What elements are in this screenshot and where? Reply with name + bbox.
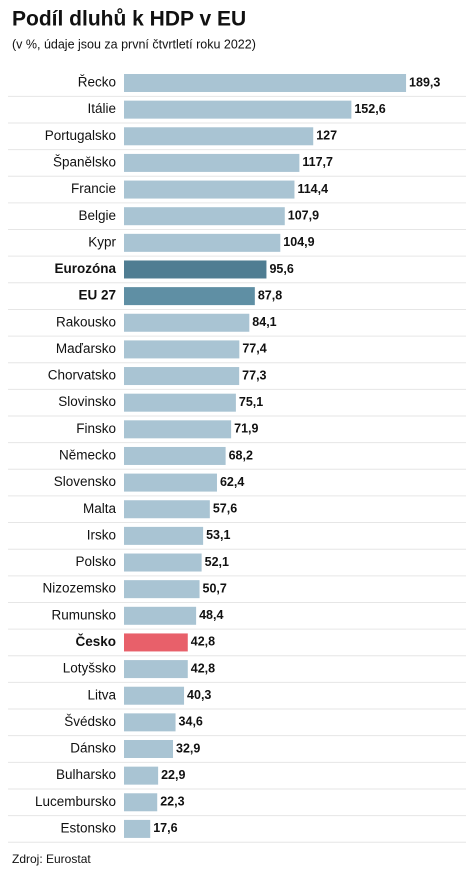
bar bbox=[124, 153, 300, 172]
category-label: Lucembursko bbox=[35, 794, 116, 809]
category-label: Malta bbox=[83, 501, 117, 516]
value-label: 48,4 bbox=[199, 608, 223, 622]
category-label: Česko bbox=[75, 634, 116, 649]
category-label: Rakousko bbox=[56, 314, 116, 329]
bar bbox=[124, 207, 285, 226]
value-label: 17,6 bbox=[153, 821, 177, 835]
bar bbox=[124, 660, 188, 679]
value-label: 71,9 bbox=[234, 422, 258, 436]
source: Zdroj: Eurostat bbox=[12, 852, 91, 866]
value-label: 34,6 bbox=[179, 715, 203, 729]
bar bbox=[124, 100, 352, 119]
category-label: Dánsko bbox=[70, 741, 116, 756]
value-label: 42,8 bbox=[191, 661, 215, 675]
value-label: 77,3 bbox=[242, 368, 266, 382]
bar bbox=[124, 340, 240, 359]
value-label: 107,9 bbox=[288, 208, 319, 222]
category-label: Maďarsko bbox=[56, 341, 116, 356]
bar bbox=[124, 260, 267, 279]
value-label: 62,4 bbox=[220, 475, 244, 489]
value-label: 87,8 bbox=[258, 288, 282, 302]
bar bbox=[124, 74, 407, 92]
value-label: 68,2 bbox=[229, 448, 253, 462]
category-label: Polsko bbox=[75, 554, 116, 569]
value-label: 152,6 bbox=[354, 102, 385, 116]
bar bbox=[124, 633, 188, 652]
category-label: Řecko bbox=[78, 75, 116, 90]
category-label: Irsko bbox=[87, 527, 116, 542]
category-label: Slovensko bbox=[54, 474, 116, 489]
bar bbox=[124, 500, 210, 519]
bar bbox=[124, 313, 250, 332]
category-label: Eurozóna bbox=[54, 261, 116, 276]
category-label: Finsko bbox=[76, 421, 116, 436]
category-label: Itálie bbox=[87, 101, 116, 116]
bar bbox=[124, 580, 200, 599]
bar bbox=[124, 606, 197, 625]
category-label: Kypr bbox=[88, 234, 116, 249]
category-label: Španělsko bbox=[53, 154, 116, 169]
chart-title: Podíl dluhů k HDP v EU bbox=[12, 8, 246, 31]
bar bbox=[124, 420, 232, 439]
bar bbox=[124, 686, 185, 705]
category-label: Švédsko bbox=[64, 714, 116, 729]
value-label: 40,3 bbox=[187, 688, 211, 702]
bar bbox=[124, 553, 202, 572]
bar bbox=[124, 446, 226, 465]
value-label: 22,3 bbox=[160, 795, 184, 809]
bar bbox=[124, 793, 158, 812]
category-label: Bulharsko bbox=[56, 767, 116, 782]
value-label: 57,6 bbox=[213, 502, 237, 516]
value-label: 53,1 bbox=[206, 528, 230, 542]
category-label: Lotyšsko bbox=[63, 661, 116, 676]
value-label: 117,7 bbox=[302, 155, 333, 169]
category-label: Portugalsko bbox=[45, 128, 116, 143]
bar bbox=[124, 473, 217, 492]
bar bbox=[124, 393, 236, 412]
bar bbox=[124, 287, 255, 306]
value-label: 32,9 bbox=[176, 741, 200, 755]
bar bbox=[124, 819, 151, 838]
category-label: Německo bbox=[59, 448, 116, 463]
category-label: Nizozemsko bbox=[42, 581, 116, 596]
category-label: Chorvatsko bbox=[48, 368, 116, 383]
value-label: 189,3 bbox=[409, 75, 440, 89]
value-label: 50,7 bbox=[203, 581, 227, 595]
bar bbox=[124, 740, 174, 758]
category-label: Estonsko bbox=[60, 820, 116, 835]
category-label: Rumunsko bbox=[51, 607, 116, 622]
bar bbox=[124, 526, 204, 545]
bar bbox=[124, 180, 295, 199]
value-label: 95,6 bbox=[269, 262, 293, 276]
value-label: 52,1 bbox=[205, 555, 229, 569]
value-label: 75,1 bbox=[239, 395, 263, 409]
category-label: Litva bbox=[87, 687, 116, 702]
bar bbox=[124, 127, 314, 146]
category-label: Slovinsko bbox=[58, 394, 116, 409]
value-label: 22,9 bbox=[161, 768, 185, 782]
value-label: 77,4 bbox=[242, 342, 266, 356]
category-label: EU 27 bbox=[78, 288, 116, 303]
bar bbox=[124, 713, 176, 732]
value-label: 114,4 bbox=[297, 182, 328, 196]
value-label: 127 bbox=[316, 129, 337, 143]
bar bbox=[124, 233, 281, 252]
value-label: 84,1 bbox=[252, 315, 276, 329]
category-label: Belgie bbox=[78, 208, 116, 223]
value-label: 42,8 bbox=[191, 635, 215, 649]
bar bbox=[124, 766, 159, 785]
bar bbox=[124, 367, 240, 386]
chart-subtitle: (v %, údaje jsou za první čtvrtletí roku… bbox=[12, 37, 256, 51]
value-label: 104,9 bbox=[283, 235, 314, 249]
category-label: Francie bbox=[71, 181, 116, 196]
